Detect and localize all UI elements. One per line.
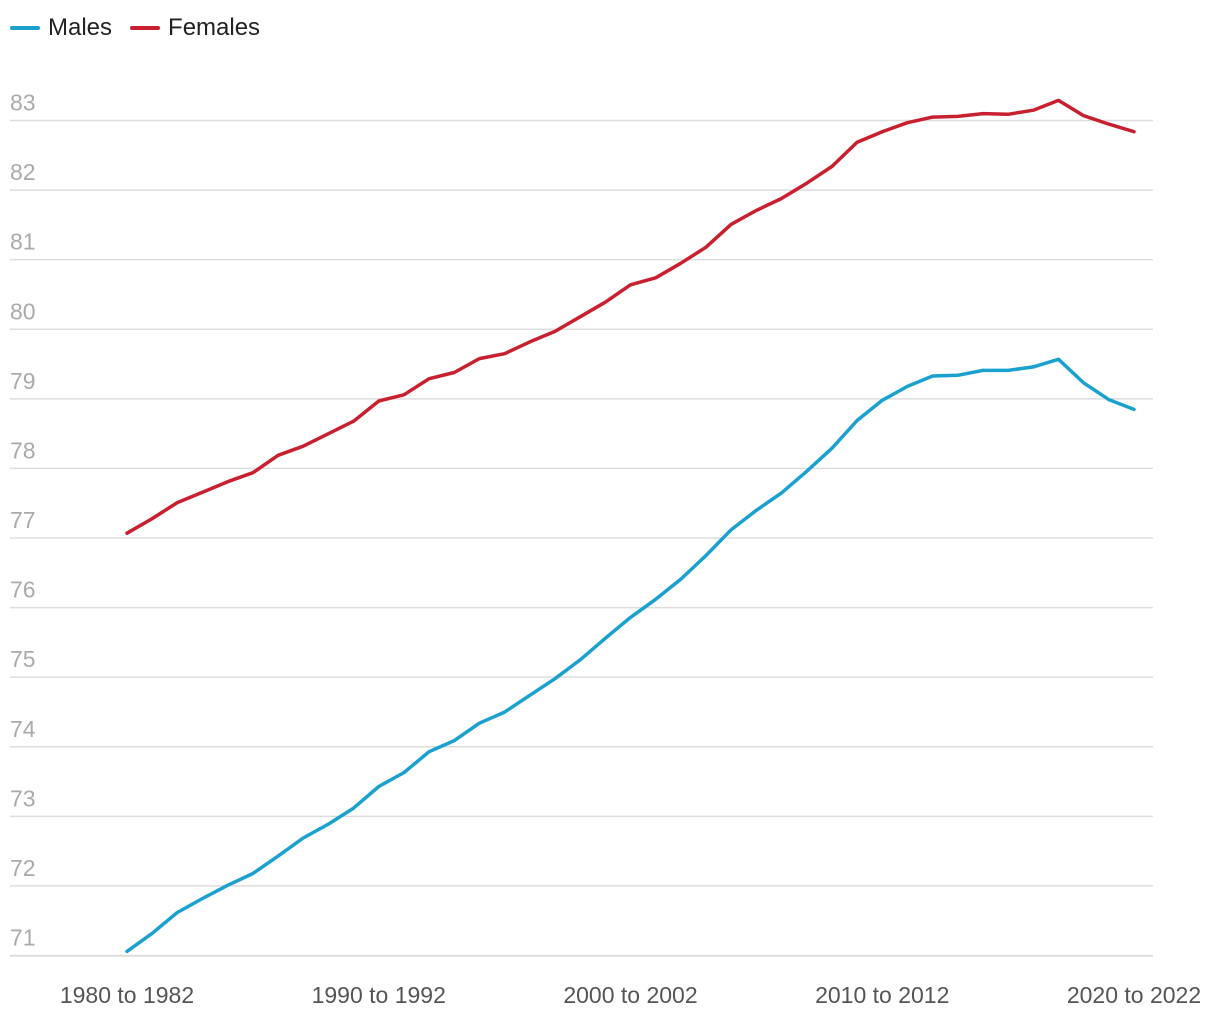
y-axis-ticks: 71 72 73 74 75 76 77 78 79 80 81 82 83 [10, 90, 36, 951]
y-tick-label: 79 [10, 368, 36, 394]
x-tick-label: 2000 to 2002 [563, 982, 697, 1008]
y-tick-label: 80 [10, 298, 36, 324]
y-tick-label: 77 [10, 507, 36, 533]
legend-label-males: Males [48, 14, 113, 41]
y-tick-label: 73 [10, 785, 36, 811]
y-tick-label: 74 [10, 716, 36, 742]
x-tick-label: 1990 to 1992 [312, 982, 446, 1008]
series-line-males [125, 357, 1136, 954]
legend-swatch-females [130, 26, 161, 30]
y-tick-label: 81 [10, 229, 36, 255]
legend-swatch-males [10, 26, 40, 30]
legend-item-males: Males [10, 14, 112, 42]
legend-item-females: Females [130, 14, 260, 42]
legend-label-females: Females [168, 14, 261, 41]
grid-lines [10, 119, 1153, 957]
y-tick-label: 83 [10, 90, 36, 116]
y-tick-label: 71 [10, 925, 36, 951]
series-lines [125, 98, 1136, 954]
x-tick-label: 2020 to 2022 [1067, 982, 1201, 1008]
legend: Males Females [10, 14, 260, 42]
y-tick-label: 78 [10, 437, 36, 463]
y-tick-label: 76 [10, 577, 36, 603]
x-axis-ticks: 1980 to 1982 1990 to 1992 2000 to 2002 2010… [60, 982, 1201, 1008]
x-tick-label: 2010 to 2012 [815, 982, 949, 1008]
x-tick-label: 1980 to 1982 [60, 982, 194, 1008]
series-line-females [125, 98, 1136, 535]
y-tick-label: 82 [10, 159, 36, 185]
y-tick-label: 75 [10, 646, 36, 672]
y-tick-label: 72 [10, 855, 36, 881]
